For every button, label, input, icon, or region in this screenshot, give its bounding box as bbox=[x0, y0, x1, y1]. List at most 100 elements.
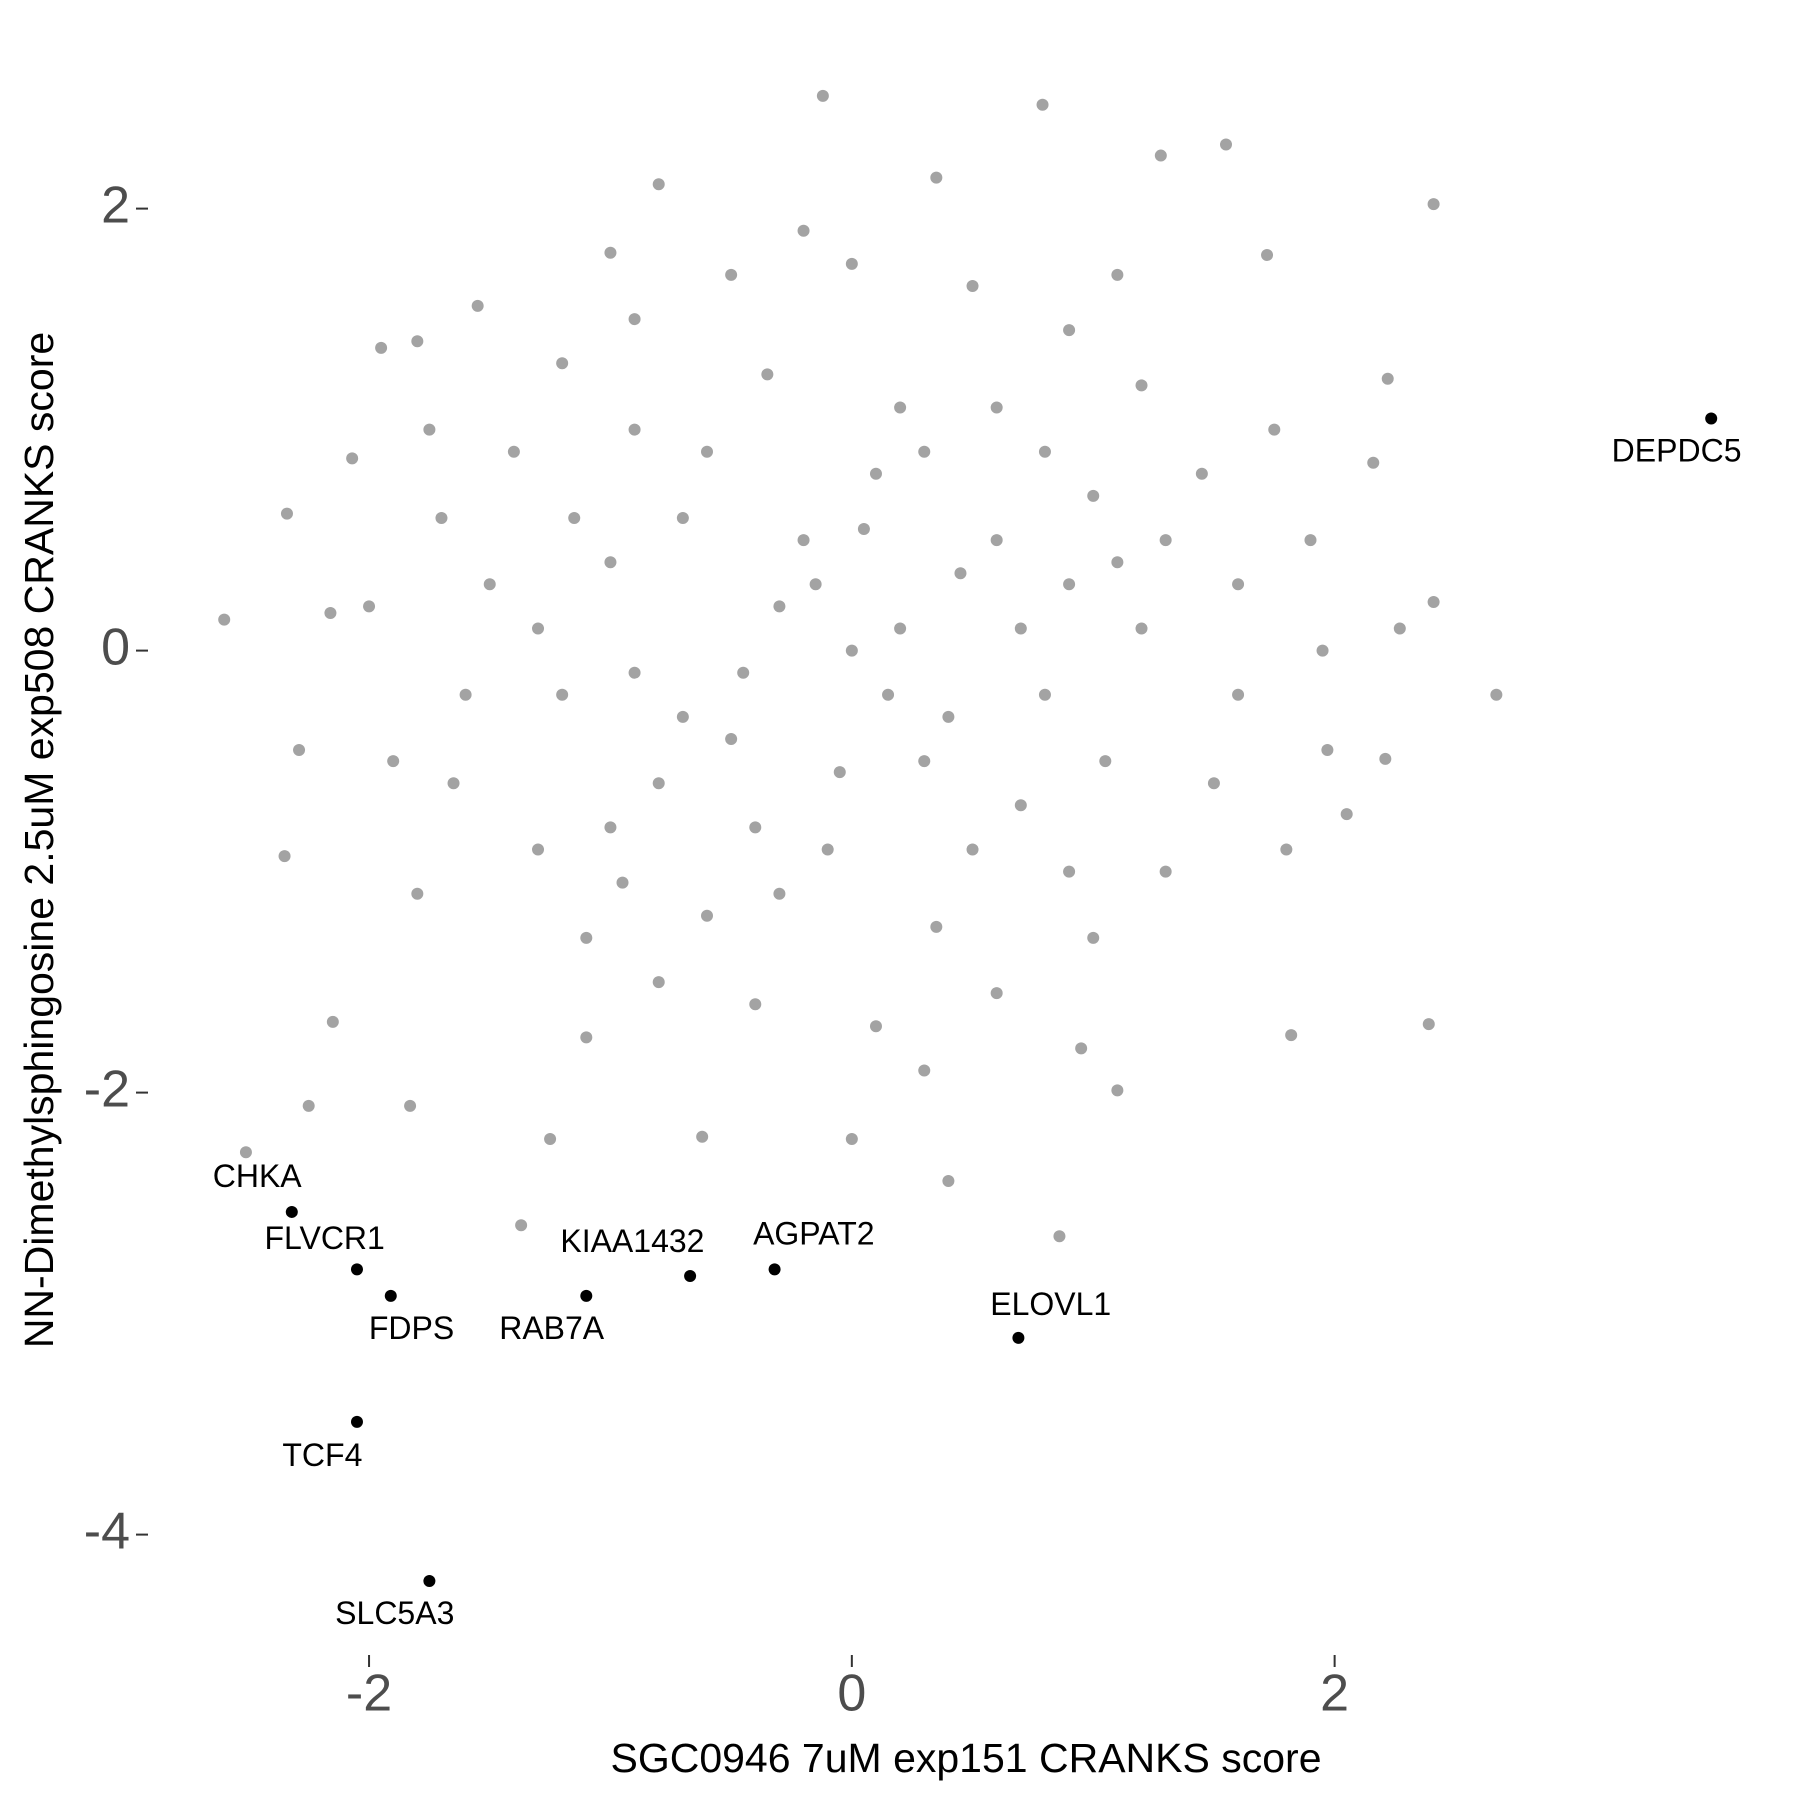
highlight-point bbox=[285, 1205, 298, 1218]
point bbox=[515, 1219, 528, 1232]
y-tick-label: -4 bbox=[84, 1502, 130, 1560]
point bbox=[809, 578, 822, 591]
point bbox=[1316, 644, 1329, 657]
y-tick-label: 2 bbox=[101, 176, 130, 234]
point bbox=[1490, 688, 1503, 701]
point bbox=[1159, 865, 1172, 878]
point bbox=[749, 821, 762, 834]
point bbox=[404, 1099, 417, 1112]
point bbox=[1427, 595, 1440, 608]
point bbox=[1154, 149, 1167, 162]
point bbox=[918, 1064, 931, 1077]
point bbox=[942, 1175, 955, 1187]
point-label: TCF4 bbox=[282, 1437, 362, 1473]
point bbox=[821, 843, 834, 856]
point bbox=[857, 523, 870, 536]
x-tick-label: 2 bbox=[1320, 1665, 1349, 1723]
highlight-point bbox=[1705, 412, 1718, 425]
point bbox=[816, 89, 829, 102]
point bbox=[1099, 755, 1112, 768]
point bbox=[652, 777, 665, 790]
point bbox=[616, 876, 629, 889]
point bbox=[1014, 622, 1027, 635]
point bbox=[869, 1020, 882, 1033]
point bbox=[845, 257, 858, 270]
point bbox=[990, 534, 1003, 547]
point bbox=[1381, 372, 1394, 385]
y-axis-title: NN-Dimethylsphingosine 2.5uM exp508 CRAN… bbox=[16, 332, 62, 1348]
point bbox=[387, 755, 400, 768]
point bbox=[1321, 744, 1334, 757]
point bbox=[1111, 268, 1124, 281]
point bbox=[725, 268, 738, 281]
highlight-point bbox=[350, 1415, 363, 1428]
point bbox=[966, 843, 979, 856]
point bbox=[1261, 249, 1274, 262]
point bbox=[1285, 1029, 1298, 1042]
x-tick-label: -2 bbox=[346, 1665, 392, 1723]
point bbox=[990, 987, 1003, 1000]
point bbox=[894, 622, 907, 635]
point bbox=[239, 1146, 252, 1159]
point bbox=[556, 688, 569, 701]
point bbox=[604, 246, 617, 259]
point bbox=[1063, 578, 1076, 591]
point-label: RAB7A bbox=[499, 1310, 605, 1346]
y-tick-label: -2 bbox=[84, 1060, 130, 1118]
point bbox=[652, 178, 665, 191]
point-label: CHKA bbox=[213, 1158, 303, 1194]
point bbox=[346, 452, 359, 465]
point bbox=[604, 821, 617, 834]
point bbox=[326, 1015, 339, 1028]
point bbox=[749, 998, 762, 1011]
point bbox=[324, 607, 337, 620]
point bbox=[447, 777, 460, 790]
point-label: ELOVL1 bbox=[990, 1286, 1111, 1322]
point bbox=[1135, 622, 1148, 635]
point bbox=[411, 335, 424, 348]
point bbox=[1304, 534, 1317, 547]
point bbox=[568, 512, 581, 524]
point bbox=[507, 445, 520, 458]
point-label: FLVCR1 bbox=[265, 1220, 385, 1256]
point bbox=[1075, 1042, 1088, 1055]
point bbox=[423, 423, 436, 436]
highlight-point bbox=[768, 1263, 781, 1276]
point bbox=[628, 423, 641, 436]
point bbox=[869, 467, 882, 480]
point bbox=[280, 507, 293, 520]
highlight-point bbox=[580, 1289, 593, 1302]
point bbox=[532, 622, 545, 635]
point bbox=[1367, 456, 1380, 469]
point bbox=[882, 688, 895, 701]
point bbox=[954, 567, 967, 580]
point bbox=[761, 368, 774, 381]
point-label: AGPAT2 bbox=[753, 1215, 875, 1251]
y-tick-label: 0 bbox=[101, 618, 130, 676]
highlight-point bbox=[384, 1289, 397, 1302]
point bbox=[1159, 534, 1172, 547]
point bbox=[580, 1031, 593, 1044]
x-axis-title: SGC0946 7uM exp151 CRANKS score bbox=[610, 1735, 1321, 1781]
point bbox=[375, 341, 388, 354]
point bbox=[471, 299, 484, 312]
point bbox=[1111, 556, 1124, 569]
point bbox=[1195, 467, 1208, 480]
point bbox=[459, 688, 472, 701]
point bbox=[1220, 138, 1232, 151]
highlight-point bbox=[684, 1270, 697, 1283]
point bbox=[833, 766, 846, 779]
point bbox=[1038, 445, 1051, 458]
point bbox=[701, 909, 713, 922]
x-tick-label: 0 bbox=[837, 1665, 866, 1723]
point bbox=[1135, 379, 1148, 392]
point bbox=[544, 1133, 557, 1146]
point bbox=[1393, 622, 1406, 635]
point bbox=[1232, 688, 1245, 701]
point bbox=[1422, 1018, 1435, 1031]
point bbox=[1207, 777, 1220, 790]
point bbox=[411, 887, 424, 900]
point bbox=[676, 710, 689, 723]
point bbox=[676, 512, 689, 524]
